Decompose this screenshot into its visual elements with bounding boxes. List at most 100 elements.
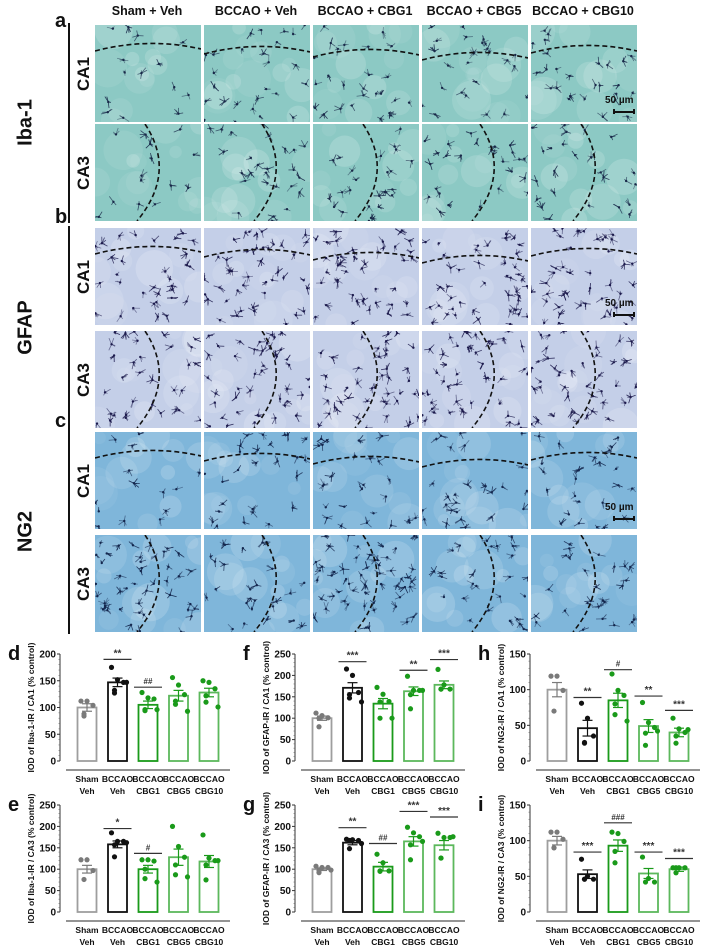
- chart-d: d IOD of Iba-1-IR / CA1 (% control) 0 50 100…: [0, 636, 235, 796]
- bar-4: [433, 683, 455, 762]
- x-category-label: BCCAO: [132, 774, 164, 784]
- x-category-label: CBG10: [665, 937, 694, 946]
- bar-1: [342, 686, 363, 762]
- x-category-label: BCCAO: [193, 774, 225, 784]
- x-category-label: CBG5: [637, 786, 661, 796]
- significance-annotation: **: [584, 687, 592, 698]
- micrograph-iba-1-ca1: [313, 25, 419, 122]
- micrograph-gfap-ca1: [95, 228, 201, 325]
- x-category-label: CBG10: [665, 786, 694, 796]
- y-tick-label: 150: [39, 676, 56, 687]
- y-tick-label: 100: [274, 714, 291, 725]
- y-axis-label: IOD of NG2-IR / CA3 (% control): [496, 795, 506, 923]
- x-category-label: CBG10: [195, 786, 224, 796]
- y-tick-label: 0: [520, 908, 526, 919]
- y-tick-label: 100: [509, 685, 526, 696]
- x-category-label: BCCAO: [337, 774, 369, 784]
- micrograph-iba-1-ca1: [422, 25, 528, 122]
- y-tick-label: 150: [274, 692, 291, 703]
- x-category-label: CBG10: [195, 937, 224, 946]
- bar-2: [607, 844, 629, 913]
- bar-3: [403, 840, 424, 913]
- chart-letter-h: h: [478, 643, 490, 665]
- y-tick-label: 0: [50, 908, 56, 919]
- x-category-label: CBG1: [606, 786, 630, 796]
- micrograph-iba-1-ca1: [204, 25, 310, 122]
- y-tick-label: 150: [509, 650, 526, 661]
- bar-1: [107, 681, 128, 762]
- y-axis-label: IOD of NG2-IR / CA1 (% control): [496, 644, 506, 772]
- bar-3: [168, 694, 189, 762]
- scale-bar: [613, 312, 635, 317]
- micrograph-iba-1-ca3: [422, 124, 528, 221]
- row-divider-line: [68, 430, 70, 634]
- bar-0: [76, 706, 98, 762]
- significance-annotation: #: [616, 660, 621, 669]
- micrograph-ng2-ca3: [531, 535, 637, 632]
- region-label-ca1: CA1: [74, 463, 93, 498]
- micrograph-gfap-ca3: [422, 331, 528, 428]
- x-category-label: BCCAO: [572, 774, 604, 784]
- column-header: BCCAO + CBG1: [317, 4, 413, 18]
- x-category-label: CBG5: [637, 937, 661, 946]
- y-tick-label: 200: [274, 671, 291, 682]
- significance-annotation: ###: [611, 813, 625, 822]
- y-tick-label: 50: [45, 730, 57, 741]
- x-category-label: CBG1: [371, 786, 395, 796]
- micrograph-gfap-ca1: [313, 228, 419, 325]
- y-tick-label: 200: [274, 822, 291, 833]
- scale-bar: [613, 516, 635, 521]
- micrograph-gfap-ca3: [313, 331, 419, 428]
- marker-label-gfap: GFAP: [14, 300, 37, 355]
- chart-f: f IOD of GFAP-IR / CA1 (% control) 0 50 100 1…: [235, 636, 470, 796]
- x-category-label: BCCAO: [337, 925, 369, 935]
- x-category-label: Sham: [545, 925, 569, 935]
- significance-annotation: ***: [438, 806, 450, 817]
- x-category-label: BCCAO: [663, 774, 695, 784]
- region-label-ca3: CA3: [74, 155, 93, 190]
- x-category-label: Veh: [79, 937, 94, 946]
- bar-0: [311, 717, 333, 762]
- x-category-label: CBG5: [167, 937, 191, 946]
- micrograph-gfap-ca3: [531, 331, 637, 428]
- bar-1: [107, 843, 128, 913]
- significance-annotation: ***: [582, 841, 594, 852]
- bar-4: [668, 868, 690, 913]
- x-category-label: Sham: [310, 774, 334, 784]
- bar-2: [137, 868, 159, 913]
- y-tick-label: 200: [39, 650, 56, 661]
- y-tick-label: 150: [509, 801, 526, 812]
- bar-2: [137, 703, 159, 762]
- x-category-label: BCCAO: [428, 925, 460, 935]
- chart-letter-i: i: [478, 794, 484, 816]
- y-tick-label: 200: [39, 822, 56, 833]
- micrograph-ng2-ca3: [204, 535, 310, 632]
- x-category-label: Veh: [345, 786, 360, 796]
- micrograph-ng2-ca3: [95, 535, 201, 632]
- chart-g: g IOD of GFAP-IR / CA3 (% control) 0 50 100 1…: [235, 787, 470, 946]
- region-label-ca1: CA1: [74, 56, 93, 91]
- significance-annotation: ***: [673, 848, 685, 859]
- chart-letter-f: f: [243, 643, 250, 665]
- region-label-ca3: CA3: [74, 362, 93, 397]
- x-category-label: CBG10: [430, 937, 459, 946]
- panel-letter-b: b: [55, 206, 68, 228]
- x-category-label: CBG1: [136, 786, 160, 796]
- panel-letter-a: a: [55, 10, 67, 32]
- significance-annotation: #: [146, 843, 151, 852]
- micrograph-ng2-ca3: [313, 535, 419, 632]
- x-category-label: Veh: [314, 937, 329, 946]
- significance-annotation: ##: [379, 834, 388, 843]
- x-category-label: Sham: [545, 774, 569, 784]
- bar-4: [433, 844, 455, 913]
- x-category-label: BCCAO: [367, 925, 399, 935]
- x-category-label: Veh: [79, 786, 94, 796]
- micrograph-iba-1-ca3: [204, 124, 310, 221]
- micrograph-gfap-ca1: [204, 228, 310, 325]
- x-category-label: CBG1: [371, 937, 395, 946]
- y-tick-label: 250: [274, 801, 291, 812]
- x-category-label: BCCAO: [633, 774, 665, 784]
- y-axis-label: IOD of Iba-1-IR / CA1 (% control): [26, 642, 36, 772]
- x-category-label: BCCAO: [398, 925, 430, 935]
- y-tick-label: 250: [39, 801, 56, 812]
